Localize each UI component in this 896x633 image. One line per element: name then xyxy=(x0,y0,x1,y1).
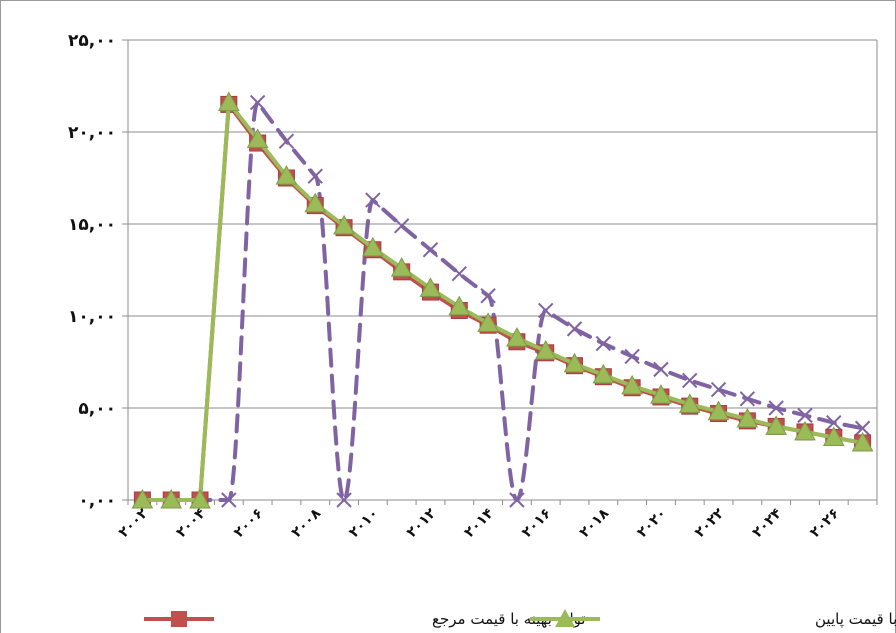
series-line-dashed xyxy=(140,100,865,503)
data-point xyxy=(249,94,266,111)
data-point xyxy=(160,488,183,509)
data-point xyxy=(765,415,788,435)
legend-label: تولید بهینه با قیمت پایین xyxy=(815,610,896,629)
data-point xyxy=(624,348,640,365)
x-axis-tick-labels: ۲۰۰۲ ۲۰۰۴ ۲۰۰۶ ۲۰۰۸ ۲۰۱۰ ۲۰۱۲ ۲۰۱۴ ۲۰۱۶ ۲۰۱۸ ۲۰۲۰… xyxy=(116,505,843,541)
data-point xyxy=(189,488,211,509)
y-tick-label: ۲۵,۰۰ xyxy=(68,31,116,51)
data-point xyxy=(477,312,499,332)
data-point xyxy=(362,236,384,257)
x-tick-label: ۲۰۲۲ xyxy=(692,505,728,541)
series-1 xyxy=(131,91,874,509)
data-point xyxy=(736,408,759,428)
legend-swatch-marker xyxy=(171,611,187,627)
data-point xyxy=(538,302,554,319)
y-tick-label: ۵,۰۰ xyxy=(78,399,116,419)
data-point xyxy=(797,407,813,424)
data-point xyxy=(333,214,355,235)
data-point xyxy=(710,381,727,398)
data-point xyxy=(534,339,557,360)
data-point xyxy=(217,91,240,112)
data-point xyxy=(592,363,615,384)
x-tick-label: ۲۰۱۴ xyxy=(461,505,497,541)
x-tick-label: ۲۰۰۲ xyxy=(116,505,152,541)
x-tick-label: ۲۰۰۶ xyxy=(231,506,266,541)
data-point xyxy=(794,420,816,441)
data-point xyxy=(419,277,442,297)
x-tick-label: ۲۰۱۸ xyxy=(577,505,613,541)
data-point xyxy=(621,374,643,395)
data-point xyxy=(768,400,784,416)
x-tick-label: ۲۰۲۰ xyxy=(634,506,669,541)
data-point xyxy=(566,321,583,337)
data-point xyxy=(131,488,154,509)
data-point xyxy=(509,492,525,508)
data-point xyxy=(221,492,237,508)
data-point xyxy=(851,431,874,452)
y-tick-label: ۲۰,۰۰ xyxy=(68,123,116,143)
y-tick-label: ۱۵,۰۰ xyxy=(68,215,116,235)
data-point xyxy=(448,295,471,316)
x-tick-label: ۲۰۲۴ xyxy=(750,505,786,541)
data-point xyxy=(278,133,295,149)
data-point xyxy=(480,288,496,304)
data-point xyxy=(707,400,730,421)
data-point xyxy=(739,391,756,407)
legend-swatch-marker xyxy=(555,609,575,627)
data-point xyxy=(650,384,672,404)
data-point xyxy=(678,393,701,413)
x-tick-label: ۲۰۱۰ xyxy=(346,506,381,541)
data-point xyxy=(506,327,528,347)
series-2 xyxy=(134,94,871,508)
data-point xyxy=(275,165,298,185)
y-tick-label: ۰,۰۰ xyxy=(78,491,116,511)
y-axis-tick-labels: ۰,۰۰ ۵,۰۰ ۱۰,۰۰ ۱۵,۰۰ ۲۰,۰۰ ۲۵,۰۰ xyxy=(68,31,116,511)
data-point xyxy=(595,335,612,352)
data-point xyxy=(390,257,413,277)
x-tick-label: ۲۰۲۶ xyxy=(807,506,842,541)
legend-item-0: تولید بهینه با قیمت مرجع xyxy=(144,610,586,628)
data-point xyxy=(393,218,410,234)
data-point xyxy=(826,415,842,431)
data-point xyxy=(563,352,586,373)
data-point xyxy=(451,265,467,282)
legend: تولید بهینه با قیمت مرجع تولید بهینه با ق… xyxy=(144,609,896,629)
data-point xyxy=(653,361,669,378)
data-point xyxy=(854,420,871,436)
x-tick-label: ۲۰۱۲ xyxy=(404,505,440,541)
data-point xyxy=(822,426,845,446)
data-point xyxy=(246,128,269,148)
x-tick-label: ۲۰۱۶ xyxy=(519,506,554,541)
data-point xyxy=(422,242,439,258)
legend-label: تولید بهینه با قیمت مرجع xyxy=(432,610,586,628)
data-point xyxy=(304,192,327,213)
data-point xyxy=(336,492,352,508)
legend-item-1: تولید بهینه با قیمت پایین xyxy=(530,609,896,629)
y-tick-label: ۱۰,۰۰ xyxy=(68,307,116,327)
data-point xyxy=(307,168,323,184)
data-point xyxy=(365,192,381,208)
x-tick-label: ۲۰۰۸ xyxy=(289,505,325,541)
x-tick-label: ۲۰۰۴ xyxy=(173,505,209,541)
data-point xyxy=(682,372,698,389)
